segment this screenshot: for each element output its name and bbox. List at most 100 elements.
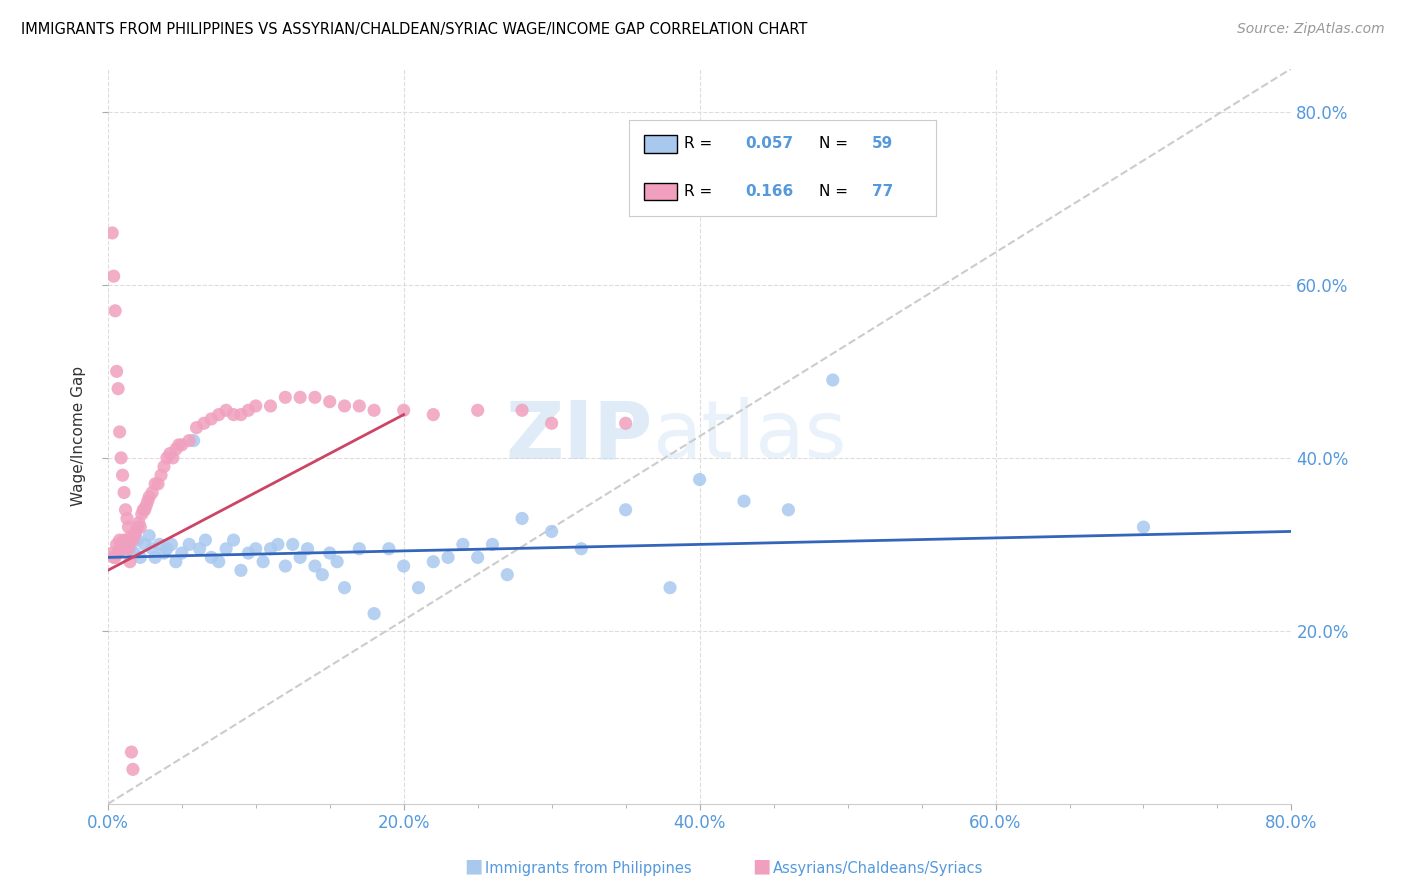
- Point: [122, 763, 145, 777]
- Point: [167, 438, 190, 452]
- Point: [114, 541, 136, 556]
- Point: [141, 485, 163, 500]
- Point: [143, 476, 166, 491]
- Point: [229, 408, 252, 422]
- Point: [153, 459, 176, 474]
- Point: [349, 399, 371, 413]
- Point: [311, 567, 333, 582]
- Y-axis label: Wage/Income Gap: Wage/Income Gap: [72, 367, 86, 507]
- Point: [108, 533, 131, 547]
- Point: [150, 468, 173, 483]
- Point: [259, 399, 281, 413]
- Point: [222, 533, 245, 547]
- Point: [297, 541, 319, 556]
- Point: [481, 537, 503, 551]
- Point: [131, 507, 153, 521]
- Point: [128, 516, 150, 530]
- Point: [108, 425, 131, 439]
- Point: [115, 533, 138, 547]
- Text: Immigrants from Philippines: Immigrants from Philippines: [485, 861, 692, 876]
- Point: [274, 559, 297, 574]
- Point: [194, 533, 217, 547]
- Point: [288, 390, 311, 404]
- Point: [437, 550, 460, 565]
- Text: atlas: atlas: [652, 397, 846, 475]
- Point: [124, 529, 146, 543]
- Point: [146, 476, 169, 491]
- Point: [733, 494, 755, 508]
- Point: [238, 403, 260, 417]
- Point: [304, 559, 326, 574]
- Point: [148, 537, 170, 551]
- Point: [496, 567, 519, 582]
- Point: [111, 537, 134, 551]
- Point: [614, 417, 637, 431]
- Point: [215, 403, 238, 417]
- Point: [101, 546, 124, 560]
- Point: [170, 546, 193, 560]
- Point: [422, 408, 444, 422]
- Text: ■: ■: [464, 857, 482, 876]
- Point: [105, 537, 128, 551]
- Point: [108, 541, 131, 556]
- Point: [170, 438, 193, 452]
- Point: [326, 555, 349, 569]
- Point: [104, 303, 127, 318]
- Point: [120, 529, 142, 543]
- Point: [451, 537, 474, 551]
- Point: [363, 403, 385, 417]
- Point: [162, 450, 184, 465]
- Point: [208, 408, 231, 422]
- Point: [117, 541, 139, 556]
- Point: [333, 399, 356, 413]
- Point: [165, 555, 187, 569]
- Point: [186, 420, 208, 434]
- Point: [156, 541, 179, 556]
- Point: [125, 524, 148, 539]
- Point: [333, 581, 356, 595]
- Point: [153, 546, 176, 560]
- Point: [110, 450, 132, 465]
- Point: [422, 555, 444, 569]
- Point: [112, 533, 135, 547]
- Point: [245, 541, 267, 556]
- Point: [510, 403, 533, 417]
- Point: [114, 503, 136, 517]
- Point: [319, 546, 342, 560]
- Point: [408, 581, 430, 595]
- Point: [304, 390, 326, 404]
- Point: [179, 537, 201, 551]
- Point: [104, 550, 127, 565]
- Point: [1132, 520, 1154, 534]
- Point: [118, 555, 141, 569]
- Point: [659, 581, 682, 595]
- Point: [540, 417, 562, 431]
- Point: [467, 550, 489, 565]
- Point: [156, 450, 179, 465]
- Point: [124, 546, 146, 560]
- Point: [103, 269, 125, 284]
- Point: [129, 550, 152, 565]
- Point: [141, 541, 163, 556]
- Point: [122, 533, 145, 547]
- Point: [252, 555, 274, 569]
- Point: [135, 499, 157, 513]
- Point: [288, 550, 311, 565]
- Point: [319, 394, 342, 409]
- Point: [129, 520, 152, 534]
- Point: [259, 541, 281, 556]
- Point: [105, 364, 128, 378]
- Point: [103, 550, 125, 565]
- Point: [274, 390, 297, 404]
- Point: [267, 537, 290, 551]
- Point: [120, 745, 142, 759]
- Point: [778, 503, 800, 517]
- Point: [349, 541, 371, 556]
- Point: [165, 442, 187, 457]
- Point: [208, 555, 231, 569]
- Point: [160, 537, 183, 551]
- Text: Assyrians/Chaldeans/Syriacs: Assyrians/Chaldeans/Syriacs: [773, 861, 984, 876]
- Point: [378, 541, 401, 556]
- Point: [112, 485, 135, 500]
- Point: [363, 607, 385, 621]
